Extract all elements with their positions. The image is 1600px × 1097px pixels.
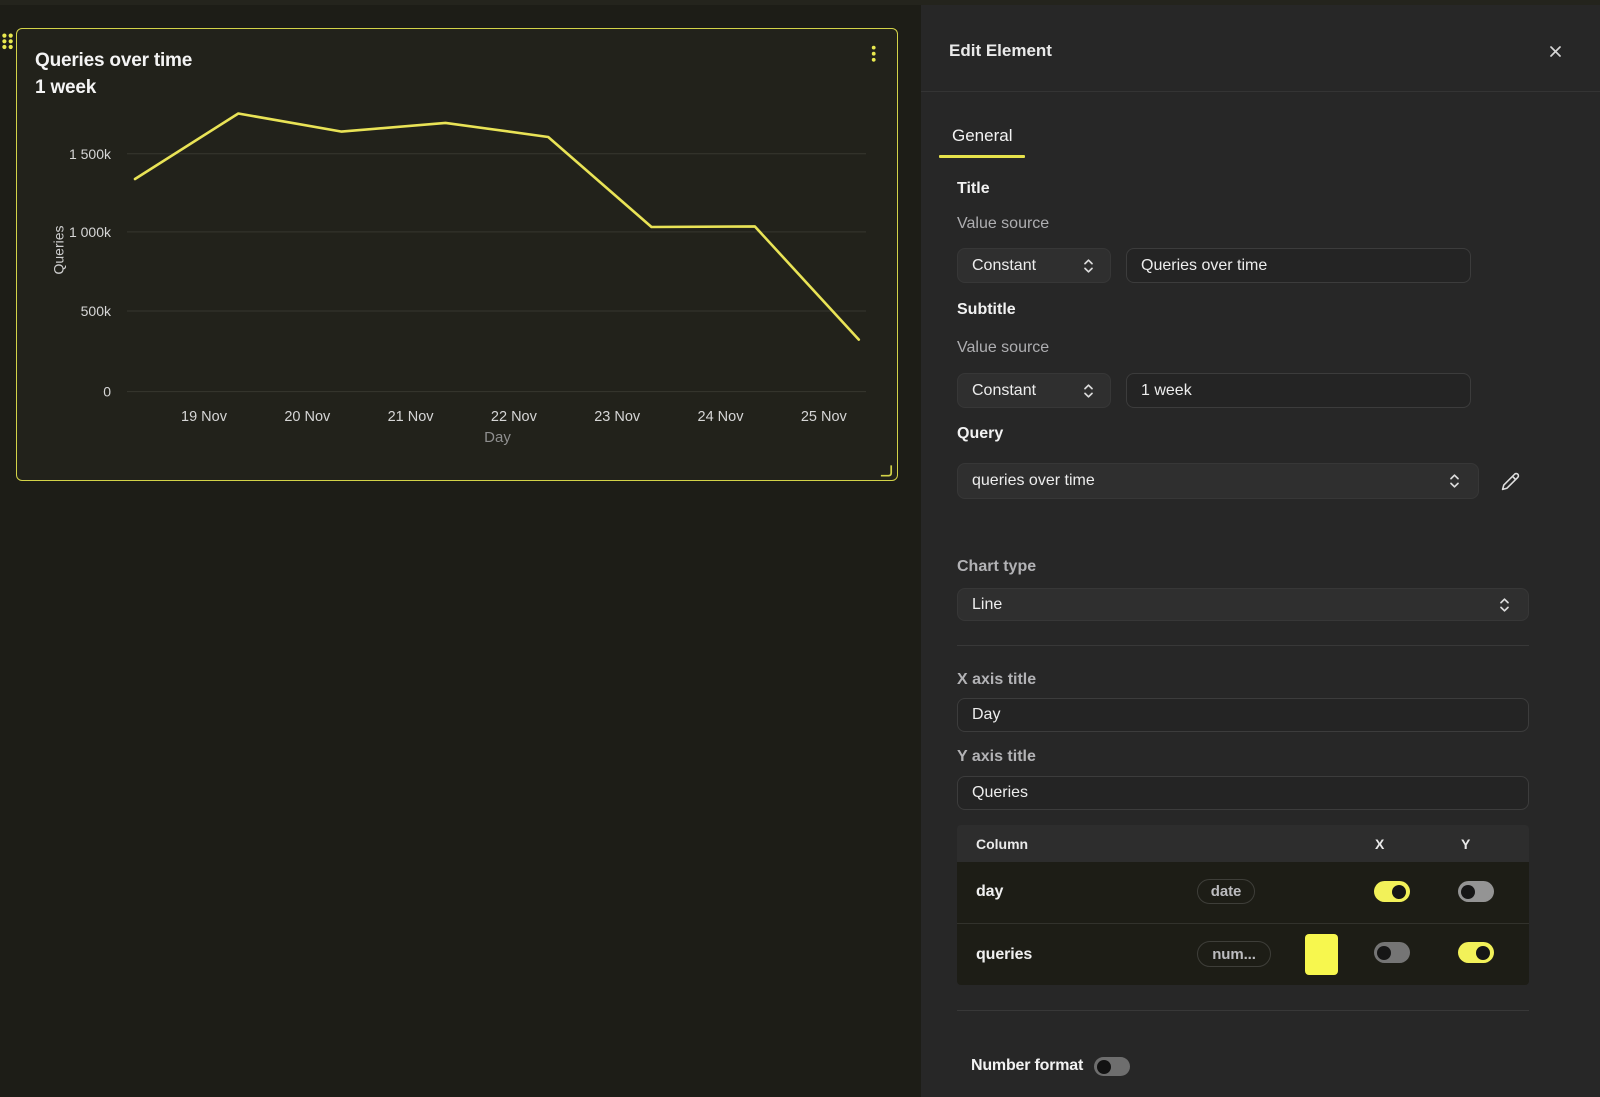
svg-text:23 Nov: 23 Nov: [594, 409, 641, 425]
svg-text:19 Nov: 19 Nov: [181, 409, 228, 425]
svg-text:22 Nov: 22 Nov: [491, 409, 538, 425]
svg-text:25 Nov: 25 Nov: [801, 409, 848, 425]
svg-text:20 Nov: 20 Nov: [284, 409, 331, 425]
svg-text:0: 0: [103, 384, 111, 400]
svg-text:Queries: Queries: [51, 225, 67, 274]
svg-text:24 Nov: 24 Nov: [698, 409, 745, 425]
svg-text:500k: 500k: [81, 303, 112, 319]
svg-text:1 500k: 1 500k: [69, 146, 112, 162]
svg-text:Day: Day: [484, 429, 511, 446]
svg-text:21 Nov: 21 Nov: [388, 409, 435, 425]
svg-text:1 000k: 1 000k: [69, 224, 112, 240]
